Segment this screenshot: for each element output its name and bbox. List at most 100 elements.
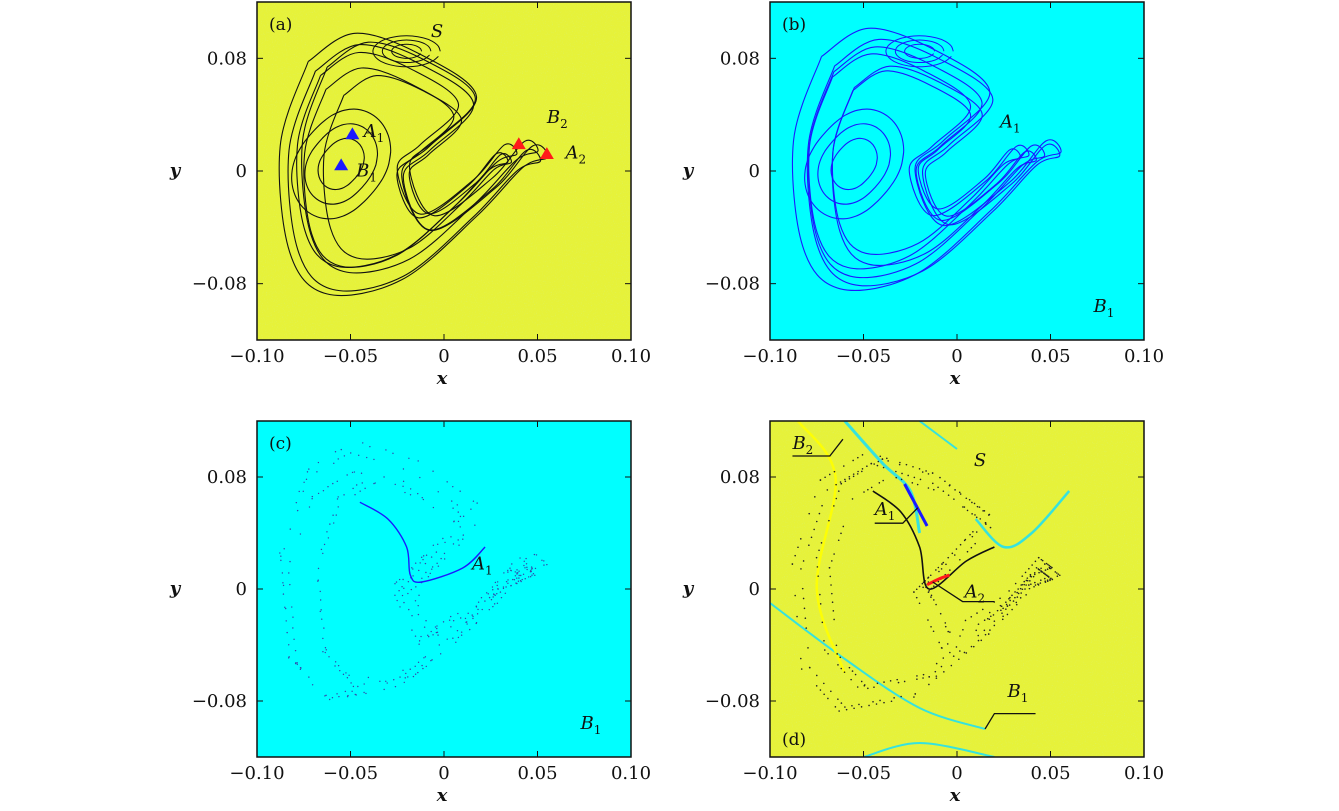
attractor-point [823,649,826,651]
attractor-point [1051,566,1053,569]
attractor-point [475,605,478,607]
attractor-point [436,627,438,630]
attractor-point [354,494,356,496]
attractor-point [494,594,496,597]
attractor-point [954,489,956,491]
attractor-point [972,530,974,533]
panel-label: (d) [782,730,806,750]
attractor-point [423,657,425,659]
attractor-point [477,608,479,611]
attractor-point [970,615,973,618]
attractor-point [437,634,439,636]
attractor-point [975,516,978,519]
attractor-point [947,630,950,633]
attractor-point [493,603,496,605]
y-tick-label: −0.08 [192,691,247,712]
annotation-subscript: 2 [806,443,814,457]
attractor-point [408,457,410,459]
attractor-point [1044,569,1047,571]
attractor-point [334,661,337,663]
attractor-point [860,706,863,708]
attractor-point [955,646,958,648]
attractor-point [422,498,425,501]
attractor-point [513,579,516,581]
attractor-point [424,656,427,658]
attractor-point [424,562,427,565]
attractor-point [288,572,290,574]
attractor-point [285,620,287,622]
attractor-point [414,562,417,564]
attractor-point [1020,584,1022,586]
attractor-point [425,554,428,556]
attractor-point [516,569,518,571]
attractor-swirl [381,39,432,64]
attractor-point [457,520,460,523]
attractor-point [928,683,930,686]
attractor-point [1009,596,1011,599]
attractor-point [985,523,987,525]
x-tick-label: 0.05 [517,346,557,367]
attractor-point [953,554,956,556]
x-tick-label: 0.10 [1124,763,1164,784]
attractor-point [1044,581,1047,583]
attractor-point [983,510,986,512]
attractor-point [294,649,297,652]
attractor-point [401,586,403,588]
attractor-point [877,460,880,463]
attractor-point [867,687,869,690]
attractor-point [963,539,966,542]
attractor-point [450,536,452,538]
attractor-point [543,564,545,566]
attractor-point [394,685,397,688]
attractor-point [803,607,806,610]
attractor-point [367,676,370,679]
attractor-point [317,567,320,570]
attractor-point [816,566,819,568]
x-tick-label: −0.10 [229,763,284,784]
attractor-point [525,563,528,565]
attractor-orbit [806,38,1061,287]
triangle-marker-red [511,137,526,150]
attractor-point [289,560,291,563]
attractor-point [421,497,423,499]
attractor-point [1028,584,1030,586]
attractor-point [402,669,404,672]
attractor-point [1002,607,1004,610]
attractor-point [918,468,921,470]
attractor-point [939,612,942,615]
attractor-point [1047,563,1049,566]
attractor-point [442,621,445,623]
attractor-point [319,610,321,613]
attractor-point [879,699,881,702]
attractor-spiral [804,108,905,220]
attractor-point [460,634,463,636]
attractor-point [863,684,866,686]
attractor-point [915,588,918,591]
attractor-point [907,474,909,477]
attractor-point [499,591,502,593]
attractor-point [292,627,294,629]
attractor-point [520,580,522,583]
attractor-point [354,693,356,696]
attractor-point [895,470,897,473]
attractor-point [927,619,929,621]
attractor-point [320,548,323,551]
attractor-point [337,458,339,460]
attractor-point [794,594,796,597]
attractor-point [999,597,1001,600]
attractor-point [831,601,834,604]
x-tick-label: −0.05 [323,346,378,367]
attractor-point [385,680,387,683]
attractor-point [850,678,852,681]
annotation-s: S [974,450,986,471]
attractor-point [334,665,336,667]
attractor-point [352,685,355,688]
attractor-point [824,476,826,479]
attractor-point [940,568,943,570]
attractor-point [414,665,416,668]
y-tick-label: 0 [749,161,760,182]
attractor-point [534,567,537,570]
attractor-point [982,510,984,512]
attractor-point [457,539,459,541]
attractor-point [455,641,457,644]
